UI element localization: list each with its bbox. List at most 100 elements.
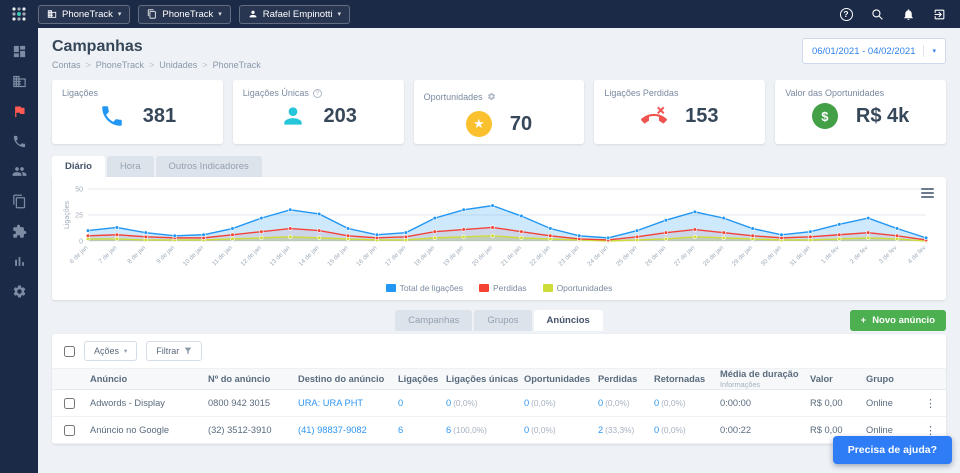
column-header[interactable]: Anúncio	[90, 374, 128, 384]
legend-item[interactable]: Perdidas	[479, 283, 527, 293]
gear-icon[interactable]	[487, 88, 496, 106]
breadcrumb-item[interactable]: Unidades	[159, 60, 198, 70]
date-range-picker[interactable]: 06/01/2021 - 04/02/2021 ▾	[801, 38, 946, 64]
legend-item[interactable]: Oportunidades	[542, 283, 612, 293]
svg-text:15 de jan: 15 de jan	[326, 244, 350, 268]
person-icon	[283, 107, 302, 125]
filter-button[interactable]: Filtrar	[146, 341, 203, 361]
help-icon[interactable]: ?	[839, 7, 853, 21]
table-cell[interactable]: 2 (33,3%)	[598, 425, 635, 435]
ads-table-card: Ações ▾ Filtrar Anúncio Nº do anúncio Dest…	[52, 334, 946, 444]
table-cell[interactable]: 0 (0,0%)	[524, 425, 556, 435]
breadcrumb-item[interactable]: Contas	[52, 60, 81, 70]
table-cell[interactable]: 0 (0,0%)	[598, 398, 630, 408]
help-floating-button[interactable]: Precisa de ajuda?	[832, 436, 952, 464]
user-menu[interactable]: Rafael Empinotti ▾	[238, 4, 350, 24]
svg-text:20 de jan: 20 de jan	[471, 244, 495, 268]
chart-menu-icon[interactable]	[921, 186, 934, 200]
table-cell[interactable]: 0 (0,0%)	[446, 398, 478, 408]
row-menu-icon[interactable]: ⋮	[925, 424, 936, 437]
breadcrumb-item[interactable]: PhoneTrack	[95, 60, 144, 70]
stat-card-ligacoes[interactable]: Ligações 381	[52, 80, 223, 144]
new-ad-button-label: Novo anúncio	[872, 315, 935, 326]
svg-text:50: 50	[75, 187, 83, 194]
svg-text:18 de jan: 18 de jan	[413, 244, 437, 268]
table-cell[interactable]: 6 (100,0%)	[446, 425, 487, 435]
table-cell[interactable]: 0 (0,0%)	[524, 398, 556, 408]
column-header[interactable]: Média de duração Informações	[720, 369, 799, 389]
notifications-icon[interactable]	[901, 7, 915, 21]
dashboard-icon[interactable]	[12, 44, 27, 59]
table-cell[interactable]: 0 (0,0%)	[654, 425, 686, 435]
stat-card-ligacoes-unicas[interactable]: Ligações Únicas ? 203	[232, 80, 404, 144]
search-icon[interactable]	[870, 7, 884, 21]
stat-card-oportunidades[interactable]: Oportunidades ★ 70	[413, 80, 585, 144]
section-tab-grupos[interactable]: Grupos	[474, 310, 532, 331]
column-header[interactable]: Ligações únicas	[446, 374, 519, 384]
chart-tab-outros-indicadores[interactable]: Outros Indicadores	[155, 156, 262, 177]
legend-item[interactable]: Total de ligações	[385, 283, 463, 293]
section-tab-campanhas[interactable]: Campanhas	[395, 310, 473, 331]
building-icon	[47, 10, 57, 18]
column-header[interactable]: Perdidas	[598, 374, 638, 384]
company-icon[interactable]	[12, 74, 27, 89]
stat-label: Valor das Oportunidades	[785, 88, 885, 98]
column-header[interactable]: Ligações	[398, 374, 439, 384]
help-icon[interactable]: ?	[312, 88, 322, 98]
column-header[interactable]: Nº do anúncio	[208, 374, 271, 384]
chart-plot: 0 25 50 Ligações 6 de jan 7 de jan 8 de jan 9 d…	[62, 183, 936, 282]
unit-selector[interactable]: PhoneTrack ▾	[138, 4, 231, 24]
chevron-down-icon: ▾	[932, 48, 936, 55]
svg-text:12 de jan: 12 de jan	[240, 244, 264, 268]
table-cell[interactable]: URA: URA PHT	[298, 398, 364, 408]
settings-gear-icon[interactable]	[12, 284, 27, 299]
svg-text:25 de jan: 25 de jan	[615, 244, 639, 268]
stat-label: Ligações Perdidas	[604, 88, 679, 98]
phonetrack-logo[interactable]	[0, 6, 38, 22]
filter-button-label: Filtrar	[156, 346, 180, 356]
section-tab-anúncios[interactable]: Anúncios	[533, 310, 603, 331]
unit-selector-label: PhoneTrack	[162, 8, 214, 20]
table-row[interactable]: Anúncio no Google (32) 3512-3910 (41) 9883…	[52, 417, 946, 444]
column-header[interactable]: Oportunidades	[524, 374, 591, 384]
column-header[interactable]: Valor	[810, 374, 833, 384]
row-checkbox[interactable]	[63, 424, 75, 436]
table-cell[interactable]: 0 (0,0%)	[654, 398, 686, 408]
breadcrumb-item[interactable]: PhoneTrack	[212, 60, 261, 70]
chart-tab-hora[interactable]: Hora	[106, 156, 154, 177]
actions-button[interactable]: Ações ▾	[84, 341, 138, 361]
column-header[interactable]: Retornadas	[654, 374, 706, 384]
table-cell[interactable]: (41) 98837-9082	[298, 425, 367, 435]
svg-text:4 de fev: 4 de fev	[907, 244, 928, 265]
stat-value: R$ 4k	[855, 104, 910, 127]
svg-text:11 de jan: 11 de jan	[211, 244, 234, 267]
logout-icon[interactable]	[932, 7, 946, 21]
integrations-puzzle-icon[interactable]	[12, 224, 27, 239]
stat-card-ligacoes-perdidas[interactable]: Ligações Perdidas 153	[594, 80, 766, 144]
contacts-users-icon[interactable]	[12, 164, 27, 179]
reports-copy-icon[interactable]	[12, 194, 27, 209]
new-ad-button[interactable]: + Novo anúncio	[849, 310, 946, 331]
date-range-value: 06/01/2021 - 04/02/2021	[811, 45, 916, 57]
calls-phone-icon[interactable]	[12, 134, 27, 149]
svg-text:1 de fev: 1 de fev	[820, 244, 841, 265]
table-cell[interactable]: 0	[398, 398, 404, 408]
phone-icon	[101, 106, 122, 126]
svg-text:7 de jan: 7 de jan	[98, 244, 119, 265]
column-header[interactable]: Grupo	[866, 374, 894, 384]
chart-legend: Total de ligações Perdidas Oportunidades	[62, 283, 936, 296]
account-selector[interactable]: PhoneTrack ▾	[38, 4, 131, 24]
svg-text:16 de jan: 16 de jan	[355, 244, 379, 268]
campaigns-flag-icon[interactable]	[12, 104, 27, 119]
row-menu-icon[interactable]: ⋮	[925, 397, 936, 410]
analytics-chart-icon[interactable]	[12, 254, 27, 269]
table-cell[interactable]: 6	[398, 425, 404, 435]
table-row[interactable]: Adwords - Display 0800 942 3015 URA: URA P…	[52, 390, 946, 417]
row-checkbox[interactable]	[63, 397, 75, 409]
stat-card-valor-oportunidades[interactable]: Valor das Oportunidades $ R$ 4k	[775, 80, 946, 144]
select-all-checkbox[interactable]	[64, 345, 75, 357]
chart-tab-diário[interactable]: Diário	[52, 156, 105, 177]
column-header[interactable]: Destino do anúncio	[298, 374, 385, 384]
svg-text:23 de jan: 23 de jan	[557, 244, 581, 268]
chevron-down-icon: ▾	[124, 348, 128, 355]
